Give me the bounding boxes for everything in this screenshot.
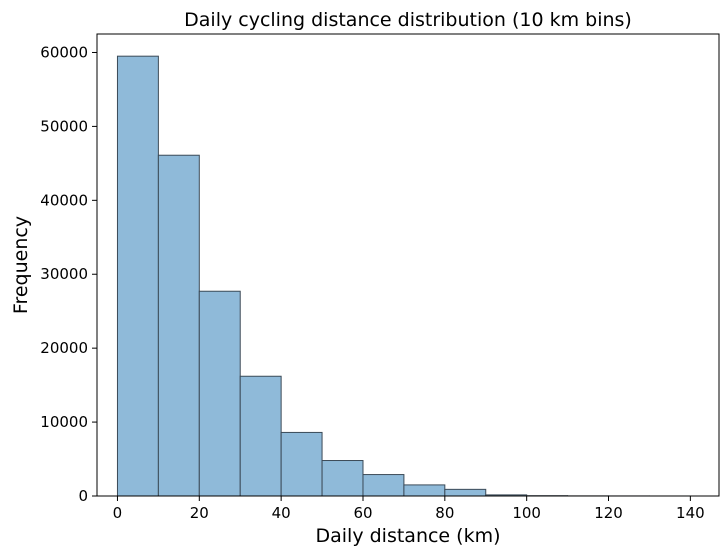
y-tick-label: 0 xyxy=(78,487,88,505)
y-tick-label: 10000 xyxy=(40,413,88,431)
histogram-bar-10-20 xyxy=(157,154,200,497)
y-axis-label: Frequency xyxy=(10,216,32,314)
y-tick-label: 60000 xyxy=(40,43,88,61)
plot-frame xyxy=(96,33,720,497)
x-tick-label: 60 xyxy=(353,504,372,522)
histogram-bars xyxy=(116,55,691,497)
histogram-bar-20-30 xyxy=(198,290,241,497)
x-tick-label: 40 xyxy=(272,504,291,522)
histogram-bar-0-10 xyxy=(116,55,159,497)
histogram-bar-50-60 xyxy=(321,460,364,497)
x-tick-label: 20 xyxy=(190,504,209,522)
histogram-bar-60-70 xyxy=(362,474,405,497)
x-tick-label: 0 xyxy=(113,504,123,522)
x-tick-label: 140 xyxy=(676,504,705,522)
y-tick-label: 30000 xyxy=(40,265,88,283)
y-tick-label: 20000 xyxy=(40,339,88,357)
x-axis-label: Daily distance (km) xyxy=(316,525,501,547)
y-axis-ticks: 0 10000 20000 30000 40000 50000 60000 xyxy=(40,43,97,505)
x-tick-label: 120 xyxy=(594,504,623,522)
y-tick-label: 50000 xyxy=(40,117,88,135)
x-axis-ticks: 0 20 40 60 80 100 120 140 xyxy=(113,496,705,522)
chart-title: Daily cycling distance distribution (10 … xyxy=(184,9,632,31)
y-tick-label: 40000 xyxy=(40,191,88,209)
histogram-bar-40-50 xyxy=(280,431,323,497)
histogram-bar-70-80 xyxy=(403,484,446,497)
x-tick-label: 100 xyxy=(512,504,541,522)
histogram-bar-30-40 xyxy=(239,375,282,497)
histogram-bar-80-90 xyxy=(444,488,487,497)
x-tick-label: 80 xyxy=(435,504,454,522)
